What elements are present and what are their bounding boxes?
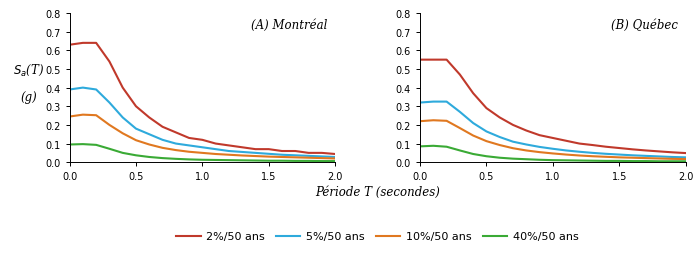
Text: (B) Québec: (B) Québec	[610, 19, 678, 31]
Text: (A) Montréal: (A) Montréal	[251, 19, 327, 31]
Text: Période T (secondes): Période T (secondes)	[315, 185, 440, 198]
Text: (g): (g)	[20, 91, 37, 104]
Legend: 2%/50 ans, 5%/50 ans, 10%/50 ans, 40%/50 ans: 2%/50 ans, 5%/50 ans, 10%/50 ans, 40%/50…	[172, 227, 583, 246]
Text: $S_a$(T): $S_a$(T)	[13, 63, 44, 78]
